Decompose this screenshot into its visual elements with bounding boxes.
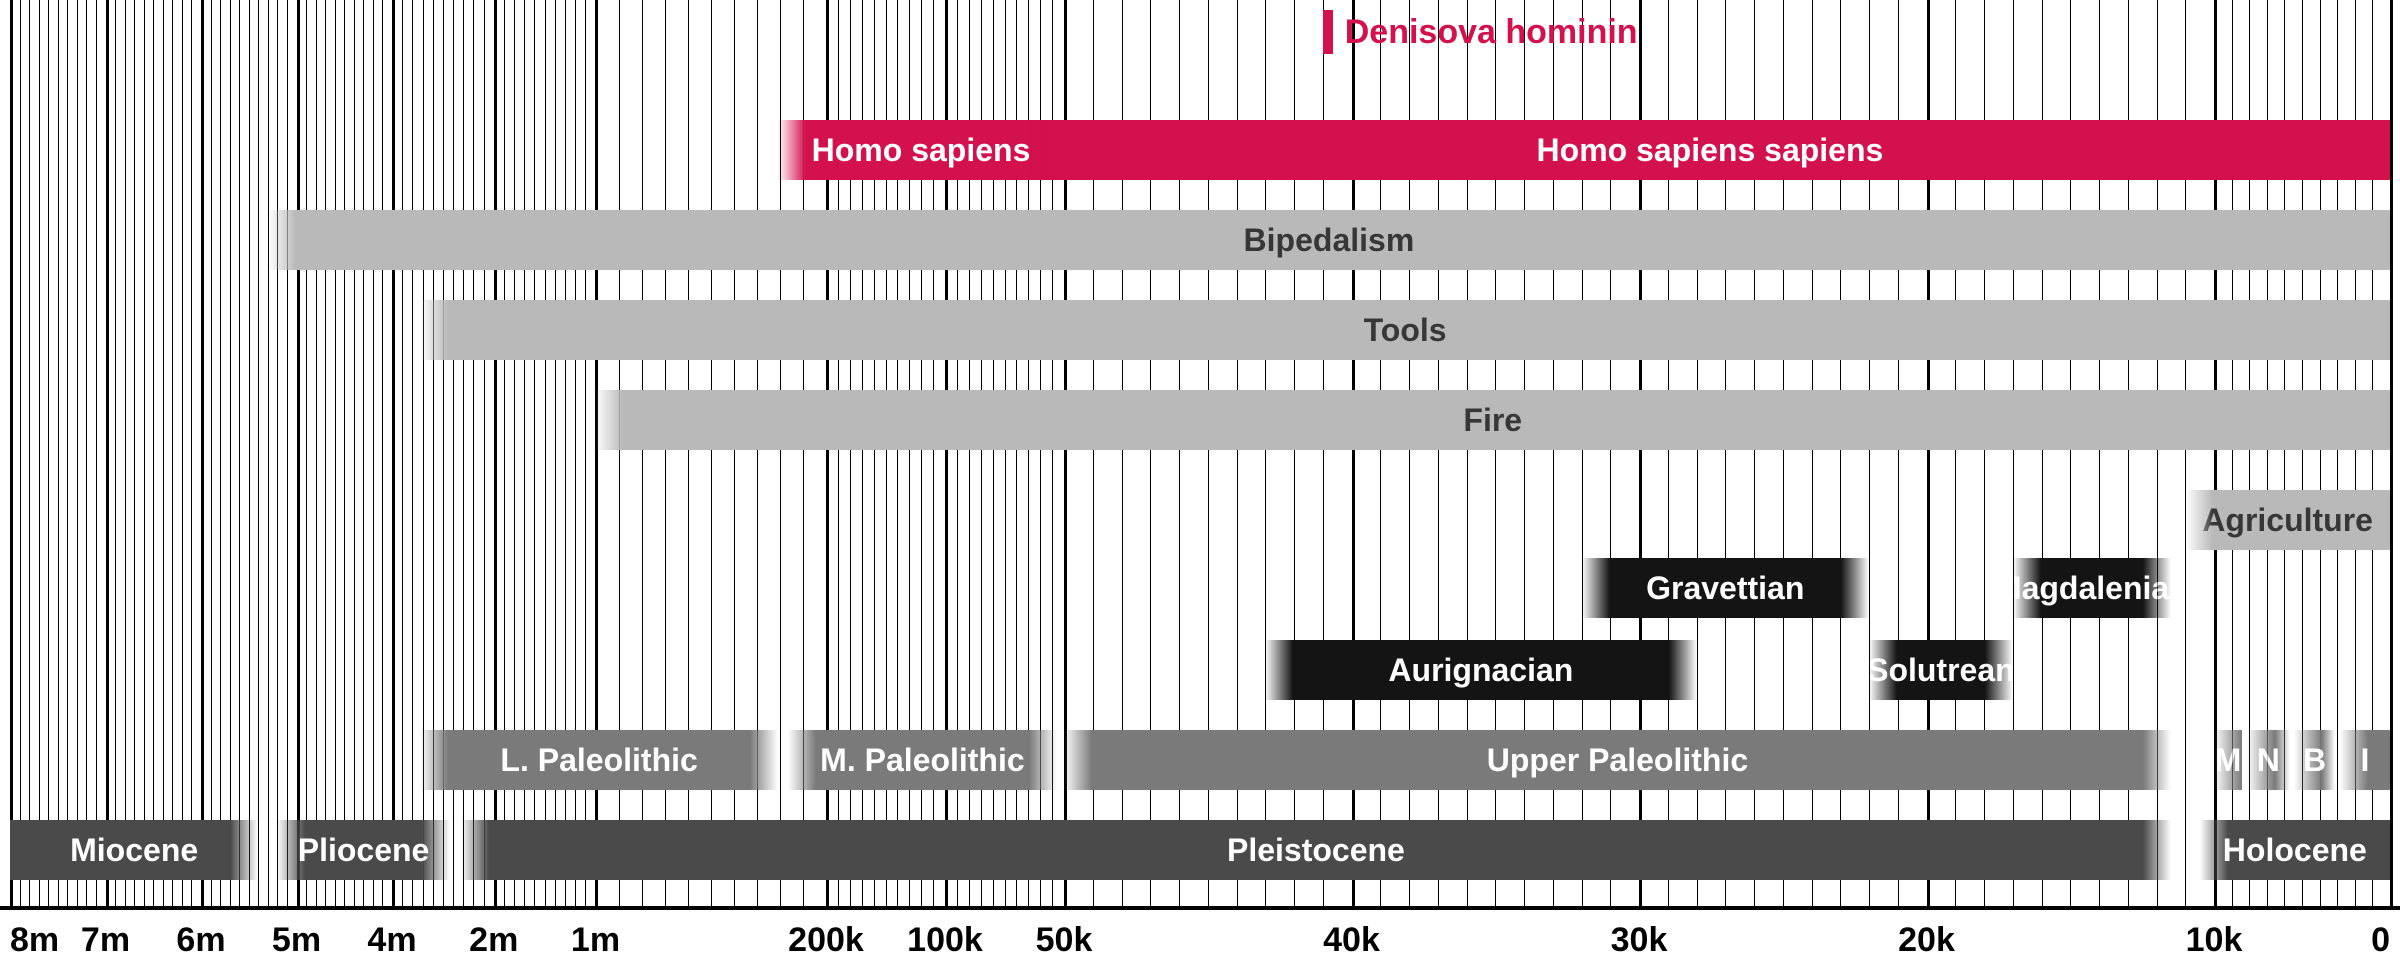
gridline-minor [249,0,250,906]
gridline-minor [39,0,40,906]
axis-label: 1m [571,921,620,960]
gridline-minor [402,0,403,906]
gridline-major [201,0,204,906]
marker-label: Denisova hominin [1345,13,1638,52]
bar-solutrean: Solutrean [1869,640,2013,700]
gridline-minor [125,0,126,906]
gridline-minor [373,0,374,906]
gridline-minor [115,0,116,906]
gridline-minor [230,0,231,906]
gridline-minor [182,0,183,906]
gridline-minor [239,0,240,906]
gridline-minor [344,0,345,906]
bar-bipedalism: Bipedalism [268,210,2390,270]
gridline-minor [325,0,326,906]
bar-aurignacian: Aurignacian [1265,640,1696,700]
gridline-minor [77,0,78,906]
axis-label: 6m [176,921,225,960]
gridline-minor [163,0,164,906]
axis-label: 20k [1898,921,1955,960]
gridline-major [106,0,109,906]
bar-holocene: Holocene [2200,820,2390,880]
gridline-minor [306,0,307,906]
bar-fire: Fire [595,390,2390,450]
marker-tick-icon [1323,10,1333,54]
axis-label: 7m [81,921,130,960]
bar-bronze-age: B [2294,730,2334,790]
human-evolution-timeline: 8m 7m 6m 5m 4m 2m 1m 200k 100k 50k 40k 30k 20k 10k 0 Ho… [0,0,2400,970]
bar-lower-paleolithic: L. Paleolithic [420,730,778,790]
gridline-minor [144,0,145,906]
axis-label: 50k [1036,921,1093,960]
gridline-major [10,0,13,906]
gridline-minor [354,0,355,906]
bar-neolithic: N [2247,730,2290,790]
gridline-major [2390,0,2393,906]
axis-label: 0 [2371,921,2390,960]
gridline-minor [134,0,135,906]
gridline-minor [48,0,49,906]
gridline-major [297,0,300,906]
bar-upper-paleolithic: Upper Paleolithic [1064,730,2171,790]
bar-homo-sapiens: Homo sapiens [778,120,1064,180]
axis-label: 5m [272,921,321,960]
bar-tools: Tools [420,300,2390,360]
bar-miocene: Miocene [10,820,258,880]
gridline-minor [277,0,278,906]
axis-label: 100k [907,921,983,960]
axis-label: 10k [2186,921,2243,960]
gridline-minor [382,0,383,906]
gridline-minor [335,0,336,906]
gridline-minor [268,0,269,906]
axis-label: 2m [469,921,518,960]
axis-label: 200k [788,921,864,960]
bar-pleistocene: Pleistocene [461,820,2171,880]
gridline-minor [220,0,221,906]
gridline-minor [86,0,87,906]
bar-homo-s-sapiens: Homo sapiens sapiens [1030,120,2390,180]
gridline-minor [58,0,59,906]
axis-label: 8m [10,921,59,960]
bar-pliocene: Pliocene [277,820,449,880]
gridline-minor [211,0,212,906]
axis-label: 30k [1611,921,1668,960]
axis-label: 40k [1323,921,1380,960]
bar-gravettian: Gravettian [1582,558,1870,618]
gridline-minor [316,0,317,906]
gridline-minor [287,0,288,906]
gridline-minor [363,0,364,906]
bar-iron-age: I [2340,730,2390,790]
marker-denisova: Denisova hominin [1323,10,1638,54]
gridline-major [392,0,395,906]
bar-middle-paleolithic: M. Paleolithic [788,730,1058,790]
bar-magdalenian: Magdalenian [2013,558,2171,618]
gridline-minor [153,0,154,906]
gridline-minor [29,0,30,906]
x-axis [0,906,2400,910]
gridline-minor [20,0,21,906]
axis-label: 4m [367,921,416,960]
gridline-minor [258,0,259,906]
gridline-minor [96,0,97,906]
gridline-minor [412,0,413,906]
gridline-minor [191,0,192,906]
bar-mesolithic: M [2214,730,2242,790]
gridline-minor [172,0,173,906]
bar-agriculture: Agriculture [2185,490,2390,550]
gridline-minor [67,0,68,906]
